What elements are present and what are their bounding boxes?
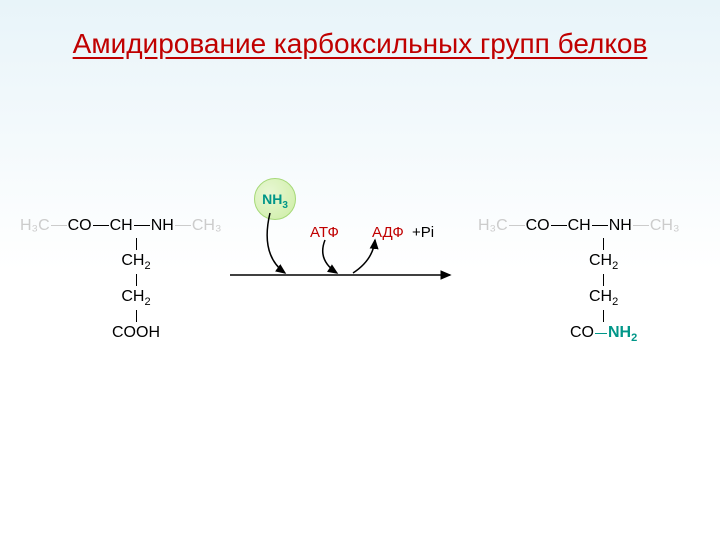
- substrate-ch: CH: [110, 217, 133, 234]
- product-co: CO: [526, 217, 550, 234]
- bond-icon: [134, 225, 150, 226]
- substrate-co: CO: [68, 217, 92, 234]
- product-ch2-1: CH2: [589, 252, 618, 272]
- slide-title: Амидирование карбоксильных групп белков: [0, 28, 720, 60]
- product-ch: CH: [568, 217, 591, 234]
- substrate-side-chain: CH2 CH2 COOH: [112, 236, 160, 342]
- product-side-chain: CH2 CH2 CONH2: [570, 236, 637, 345]
- substrate-ch2-1: CH2: [121, 252, 150, 272]
- bond-icon: [603, 274, 604, 286]
- substrate-nh: NH: [151, 217, 174, 234]
- product-terminal: CONH2: [570, 324, 637, 344]
- bond-icon: [136, 238, 137, 250]
- slide: Амидирование карбоксильных групп белков …: [0, 0, 720, 540]
- substrate-structure: H₃C CO CH NH CH₃: [20, 218, 221, 234]
- product-backbone-row: H₃C CO CH NH CH₃: [478, 217, 679, 234]
- bond-icon: [603, 310, 604, 322]
- product-structure: H₃C CO CH NH CH₃: [478, 218, 679, 234]
- bond-icon: [175, 225, 191, 226]
- bond-icon: [595, 333, 607, 334]
- bond-icon: [136, 274, 137, 286]
- pi-label: +Pi: [412, 225, 434, 240]
- product-nh2: NH2: [608, 324, 637, 341]
- substrate-terminal: COOH: [112, 324, 160, 342]
- bond-icon: [551, 225, 567, 226]
- bond-icon: [51, 225, 67, 226]
- product-nh: NH: [609, 217, 632, 234]
- adp-label: АДФ: [372, 225, 404, 240]
- bond-icon: [93, 225, 109, 226]
- product-ch2-2: CH2: [589, 288, 618, 308]
- bond-icon: [136, 310, 137, 322]
- product-right-group: CH₃: [650, 217, 680, 234]
- bond-icon: [633, 225, 649, 226]
- substrate-ch2-2: CH2: [121, 288, 150, 308]
- atp-label: АТФ: [310, 225, 339, 240]
- substrate-left-group: H₃C: [20, 217, 50, 234]
- product-left-group: H₃C: [478, 217, 508, 234]
- bond-icon: [509, 225, 525, 226]
- substrate-backbone-row: H₃C CO CH NH CH₃: [20, 217, 221, 234]
- bond-icon: [603, 238, 604, 250]
- substrate-right-group: CH₃: [192, 217, 222, 234]
- reaction-arrows: [225, 205, 465, 305]
- bond-icon: [592, 225, 608, 226]
